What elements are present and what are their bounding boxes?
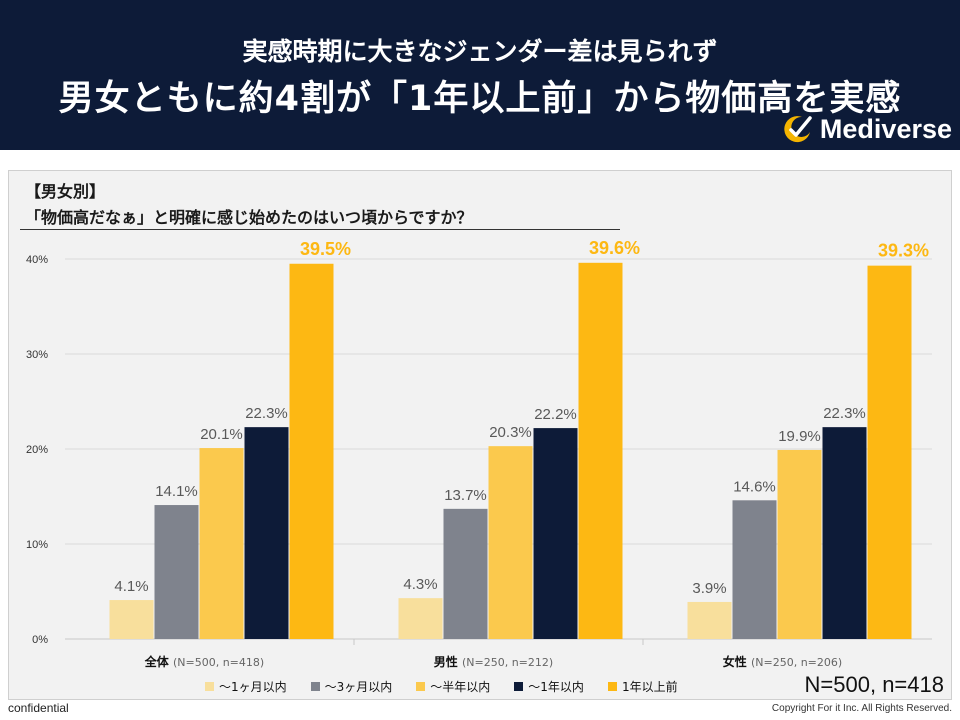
legend-item: 〜1ヶ月以内: [205, 678, 287, 695]
bar: [488, 446, 533, 639]
data-label: 14.1%: [155, 483, 198, 500]
confidential-label: confidential: [8, 701, 69, 715]
legend-label: 〜1ヶ月以内: [219, 680, 287, 694]
bar: [777, 449, 822, 639]
y-tick-label: 30%: [26, 349, 48, 361]
bar: [687, 601, 732, 639]
data-label: 39.6%: [589, 238, 640, 258]
data-label: 22.3%: [245, 405, 288, 422]
legend-label: 〜1年以内: [528, 680, 584, 694]
bar: [109, 600, 154, 639]
legend-item: 1年以上前: [607, 678, 678, 695]
category-label: 男性 (N=250, n=212): [434, 654, 553, 669]
question-tag: 【男女別】: [25, 182, 106, 201]
sample-size-note: N=500, n=418: [804, 672, 944, 697]
legend-swatch: [416, 682, 426, 691]
category-name: 女性: [723, 654, 751, 669]
bar: [867, 265, 912, 639]
data-label: 22.3%: [823, 405, 866, 422]
data-label: 3.9%: [692, 580, 726, 597]
data-label: 13.7%: [444, 487, 487, 504]
y-tick-label: 0%: [32, 634, 48, 646]
category-label: 女性 (N=250, n=206): [723, 654, 842, 669]
category-sample-note: (N=250, n=212): [462, 656, 553, 669]
page-title: 男女ともに約4割が「1年以上前」から物価高を実感: [58, 79, 902, 119]
category-name: 男性: [434, 654, 462, 669]
y-tick-label: 40%: [26, 254, 48, 266]
bar: [732, 500, 777, 639]
question-text: 「物価高だなぁ」と明確に感じ始めたのはいつ頃からですか？: [25, 208, 473, 227]
bar: [822, 427, 867, 639]
data-label: 39.3%: [878, 241, 929, 261]
bar: [443, 508, 488, 639]
y-tick-label: 20%: [26, 444, 48, 456]
category-label: 全体 (N=500, n=418): [144, 654, 264, 669]
bar: [289, 263, 334, 639]
legend-item: 〜半年以内: [416, 678, 490, 695]
brand-name: Mediverse: [819, 113, 952, 144]
bar: [578, 262, 623, 639]
legend-swatch: [205, 682, 214, 691]
y-tick-label: 10%: [26, 539, 48, 551]
legend-swatch: [514, 682, 524, 691]
legend-item: 〜1年以内: [514, 678, 584, 695]
data-label: 39.5%: [300, 239, 351, 259]
legend-label: 〜半年以内: [430, 680, 491, 694]
data-label: 22.2%: [534, 406, 577, 423]
brand-logo: Mediverse: [780, 112, 952, 146]
legend-label: 1年以上前: [621, 680, 678, 694]
data-label: 4.3%: [403, 576, 437, 593]
question-underline: [20, 229, 620, 230]
data-label: 4.1%: [114, 578, 148, 595]
crescent-check-icon: [784, 116, 812, 143]
copyright-text: Copyright For it Inc. All Rights Reserve…: [771, 703, 952, 714]
legend-swatch: [310, 682, 320, 691]
page-subtitle: 実感時期に大きなジェンダー差は見られず: [242, 37, 718, 66]
bar: [533, 428, 578, 639]
bar: [244, 427, 289, 639]
legend-swatch: [607, 682, 617, 691]
data-label: 19.9%: [778, 428, 821, 445]
category-sample-note: (N=500, n=418): [173, 656, 264, 669]
legend-item: 〜3ヶ月以内: [310, 678, 393, 695]
bar: [199, 448, 244, 639]
data-label: 20.3%: [489, 424, 532, 441]
category-name: 全体: [144, 654, 173, 669]
header-banner: 実感時期に大きなジェンダー差は見られず 男女ともに約4割が「1年以上前」から物価…: [0, 0, 960, 150]
category-sample-note: (N=250, n=206): [751, 656, 842, 669]
chart-legend: 〜1ヶ月以内 〜3ヶ月以内 〜半年以内 〜1年以内 1年以上前: [205, 678, 678, 695]
legend-label: 〜3ヶ月以内: [324, 680, 393, 694]
bar: [398, 598, 443, 639]
data-label: 14.6%: [733, 478, 776, 495]
data-label: 20.1%: [200, 426, 243, 443]
bar: [154, 505, 199, 639]
